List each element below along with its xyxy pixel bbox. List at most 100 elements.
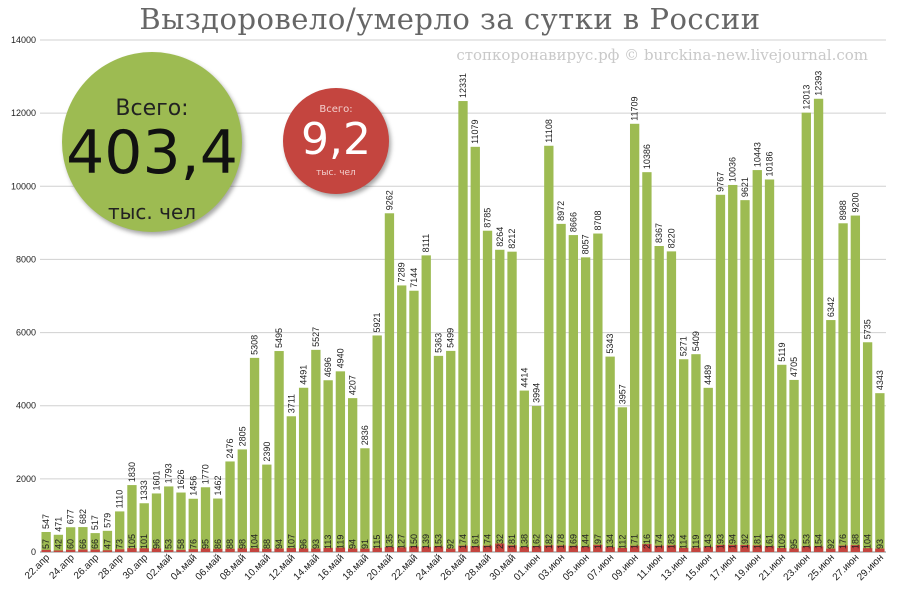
- deaths-value-label: 91: [360, 539, 370, 549]
- deaths-bar: [482, 545, 493, 552]
- deaths-bar: [507, 545, 517, 552]
- deaths-bar: [65, 549, 76, 552]
- recovered-value-label: 10443: [752, 142, 762, 167]
- recovered-value-label: 5409: [691, 331, 701, 351]
- deaths-bar: [777, 548, 787, 552]
- deaths-value-label: 138: [519, 534, 529, 549]
- recovered-bar: [580, 257, 591, 552]
- recovered-value-label: 10186: [765, 151, 775, 176]
- x-tick-label: 28.май: [463, 552, 493, 582]
- recovered-value-label: 5308: [250, 335, 260, 355]
- recovered-value-label: 11709: [630, 96, 640, 120]
- deaths-value-label: 139: [421, 534, 431, 549]
- x-tick-label: 20.май: [365, 552, 395, 582]
- deaths-value-label: 161: [470, 534, 480, 549]
- deaths-value-label: 53: [164, 539, 174, 549]
- recovered-value-label: 12393: [814, 71, 824, 96]
- recovered-bar: [862, 342, 873, 552]
- recovered-value-label: 1110: [115, 490, 125, 509]
- deaths-bar: [617, 547, 628, 552]
- deaths-bar: [752, 545, 762, 552]
- recovered-value-label: 4696: [323, 357, 333, 377]
- recovered-value-label: 5363: [433, 333, 443, 353]
- recovered-value-label: 8972: [556, 201, 566, 221]
- x-tick-label: 27.июн: [831, 552, 862, 583]
- deaths-value-label: 73: [115, 539, 125, 549]
- recovered-bar: [446, 350, 456, 552]
- recovered-value-label: 1626: [176, 470, 186, 490]
- deaths-bar: [642, 544, 652, 552]
- deaths-bar: [372, 547, 382, 552]
- recovered-bar: [237, 449, 247, 552]
- recovered-bar: [225, 461, 235, 552]
- deaths-bar: [53, 550, 64, 552]
- recovered-value-label: 4705: [789, 357, 799, 377]
- recovered-bar: [617, 407, 628, 552]
- deaths-value-label: 197: [593, 534, 603, 549]
- recovered-bar: [127, 485, 137, 552]
- recovered-value-label: 1830: [127, 462, 137, 482]
- recovered-bar: [642, 172, 652, 553]
- x-tick-label: 29.июн: [855, 552, 886, 583]
- x-tick-label: 17.июн: [708, 552, 739, 583]
- x-tick-label: 15.июн: [684, 552, 715, 583]
- recovered-value-label: 5921: [372, 312, 382, 332]
- deaths-bar: [470, 546, 480, 552]
- deaths-value-label: 112: [617, 535, 627, 549]
- x-tick-label: 05.июн: [561, 552, 592, 583]
- x-tick-label: 25.июн: [806, 552, 837, 583]
- deaths-bar: [41, 549, 51, 552]
- deaths-value-label: 113: [323, 535, 333, 549]
- recovered-value-label: 547: [41, 514, 51, 529]
- recovered-value-label: 8708: [593, 211, 603, 231]
- recovered-value-label: 5527: [311, 327, 321, 347]
- deaths-bar: [531, 546, 542, 552]
- recovered-bar: [78, 527, 88, 552]
- recovered-bars: [41, 98, 885, 553]
- y-tick-label: 14000: [11, 35, 36, 45]
- deaths-value-label: 162: [532, 534, 542, 549]
- recovered-bar: [666, 251, 677, 552]
- recovered-bar: [360, 448, 370, 552]
- deaths-value-label: 47: [102, 539, 112, 549]
- recovered-value-label: 1601: [151, 470, 161, 490]
- deaths-bar: [433, 546, 444, 552]
- x-axis: 22.апр24.апр26.апр28.апр30.апр02.май04.м…: [23, 552, 886, 583]
- recovered-bar: [249, 357, 260, 552]
- recovered-bar: [213, 498, 223, 552]
- chart-title: Выздоровело/умерло за сутки в России: [139, 2, 761, 36]
- recovered-value-label: 8785: [483, 208, 493, 228]
- deaths-value-label: 76: [188, 539, 198, 549]
- deaths-value-label: 143: [703, 534, 713, 549]
- deaths-bar: [384, 547, 395, 552]
- deaths-bar: [298, 548, 309, 552]
- deaths-bar: [360, 548, 370, 552]
- y-tick-label: 8000: [16, 254, 36, 264]
- deaths-value-label: 101: [139, 534, 149, 549]
- recovered-bar: [715, 194, 726, 552]
- x-tick-label: 03.июн: [536, 552, 567, 583]
- recovered-bar: [176, 492, 186, 552]
- recovered-value-label: 2805: [237, 426, 247, 446]
- recovered-value-label: 9200: [850, 193, 860, 213]
- recovered-value-label: 5271: [679, 336, 689, 356]
- recovered-value-label: 471: [53, 517, 63, 532]
- recovered-bar: [679, 359, 689, 552]
- x-tick-label: 08.май: [218, 552, 248, 582]
- recovered-value-label: 5343: [605, 334, 615, 354]
- recovered-bar: [568, 235, 579, 552]
- deaths-bar: [188, 549, 198, 552]
- deaths-bar: [249, 548, 260, 552]
- deaths-value-label: 154: [814, 534, 824, 549]
- deaths-value-label: 232: [495, 534, 505, 549]
- recovered-bar: [495, 249, 505, 552]
- x-tick-label: 23.июн: [782, 552, 813, 583]
- deaths-bar: [176, 549, 186, 552]
- recovered-value-label: 3994: [532, 383, 542, 403]
- recovered-bar: [752, 170, 762, 552]
- recovered-value-label: 12331: [458, 73, 468, 98]
- deaths-total-label: Всего:: [319, 104, 353, 115]
- deaths-value-label: 134: [605, 534, 615, 549]
- recovered-bar: [65, 527, 76, 552]
- deaths-bar: [458, 545, 468, 552]
